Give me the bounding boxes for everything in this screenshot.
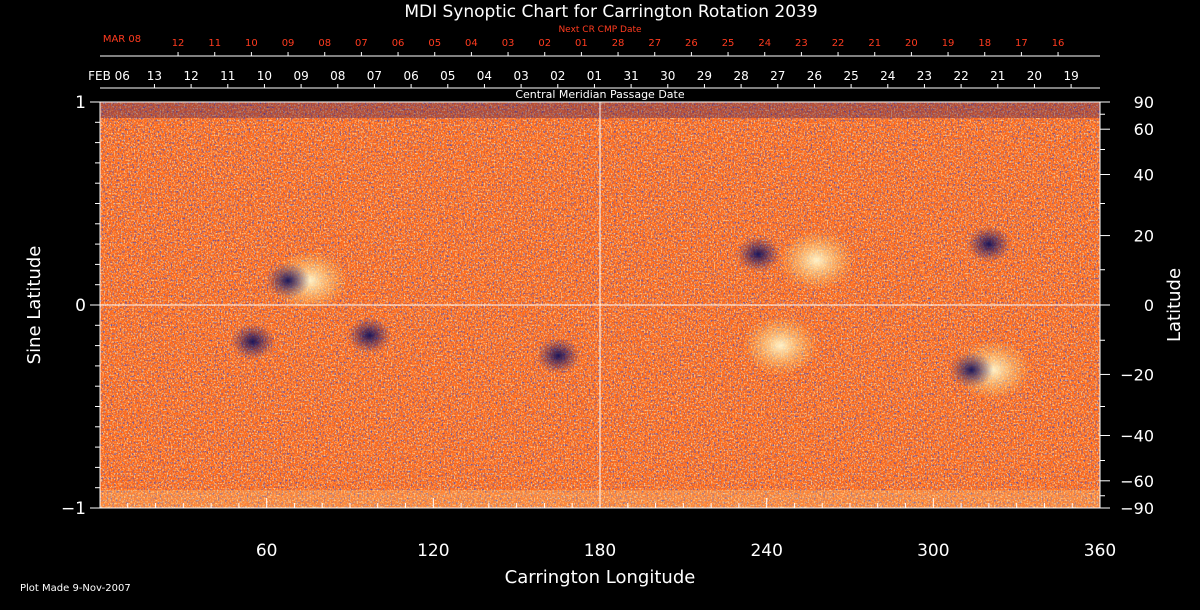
active-region-negative bbox=[266, 262, 310, 299]
cmp-date-label: 31 bbox=[623, 69, 638, 83]
next-cmp-axis: Next CR CMP Date MAR 08 12 11 10 09 08 07 06 05… bbox=[100, 25, 1100, 57]
next-cmp-date-label: 26 bbox=[685, 38, 698, 49]
next-cmp-date-label: 22 bbox=[832, 38, 845, 49]
next-cmp-date-label: 18 bbox=[978, 38, 991, 49]
y-right-tick-label: −40 bbox=[1120, 426, 1154, 445]
next-cmp-date-label: 05 bbox=[428, 38, 441, 49]
y-left-tick-label: −1 bbox=[61, 499, 86, 519]
cmp-date-label: 04 bbox=[477, 69, 492, 83]
cmp-caption: Central Meridian Passage Date bbox=[515, 88, 684, 101]
y-left-tick-label: 0 bbox=[75, 296, 86, 316]
y-right-tick-label: −60 bbox=[1120, 472, 1154, 491]
next-cmp-start-label: MAR 08 bbox=[103, 34, 141, 45]
next-cmp-date-label: 21 bbox=[868, 38, 881, 49]
cmp-date-label: 24 bbox=[880, 69, 895, 83]
next-cmp-date-label: 04 bbox=[465, 38, 478, 49]
next-cmp-date-label: 19 bbox=[942, 38, 955, 49]
y-right-tick-label: −90 bbox=[1120, 499, 1154, 518]
next-cmp-date-label: 01 bbox=[575, 38, 588, 49]
active-region-negative bbox=[536, 337, 581, 374]
next-cmp-date-label: 03 bbox=[502, 38, 515, 49]
y-right-tick-label: 60 bbox=[1134, 120, 1154, 139]
chart-title: MDI Synoptic Chart for Carrington Rotati… bbox=[404, 2, 817, 22]
cmp-date-label: 05 bbox=[440, 69, 455, 83]
x-tick-label: 120 bbox=[417, 541, 449, 561]
active-region-positive bbox=[778, 230, 855, 291]
y-axis-left: 1 0 −1 bbox=[61, 93, 100, 519]
cmp-date-label: 07 bbox=[367, 69, 382, 83]
y-left-tick-label: 1 bbox=[75, 93, 86, 113]
cmp-date-label: 12 bbox=[183, 69, 198, 83]
next-cmp-date-label: 17 bbox=[1015, 38, 1028, 49]
y-right-tick-label: −20 bbox=[1120, 365, 1154, 384]
next-cmp-date-label: 24 bbox=[758, 38, 771, 49]
cmp-date-label: 29 bbox=[697, 69, 712, 83]
cmp-date-label: 08 bbox=[330, 69, 345, 83]
cmp-axis: FEB 06 13 12 11 10 09 08 07 06 05 04 03 02 01 31 30 29 2… bbox=[88, 69, 1100, 101]
active-region-negative bbox=[347, 317, 392, 354]
y-right-tick-label: 0 bbox=[1144, 296, 1154, 315]
cmp-date-label: 19 bbox=[1063, 69, 1078, 83]
next-cmp-date-label: 16 bbox=[1052, 38, 1065, 49]
next-cmp-date-label: 07 bbox=[355, 38, 368, 49]
next-cmp-date-label: 09 bbox=[282, 38, 295, 49]
cmp-date-label: 01 bbox=[587, 69, 602, 83]
x-tick-label: 300 bbox=[917, 541, 949, 561]
y-right-tick-label: 40 bbox=[1134, 166, 1154, 185]
next-cmp-date-label: 12 bbox=[172, 38, 185, 49]
active-region-negative bbox=[949, 351, 994, 388]
active-region-negative bbox=[736, 236, 781, 273]
next-cmp-date-label: 20 bbox=[905, 38, 918, 49]
cmp-start-label: FEB 06 bbox=[88, 69, 130, 83]
cmp-date-label: 02 bbox=[550, 69, 565, 83]
cmp-date-label: 27 bbox=[770, 69, 785, 83]
cmp-date-label: 25 bbox=[843, 69, 858, 83]
cmp-date-label: 13 bbox=[147, 69, 162, 83]
cmp-date-label: 20 bbox=[1027, 69, 1042, 83]
plot-made-footer: Plot Made 9-Nov-2007 bbox=[20, 583, 131, 594]
cmp-date-label: 06 bbox=[403, 69, 418, 83]
cmp-date-label: 23 bbox=[917, 69, 932, 83]
active-region-positive bbox=[742, 315, 819, 376]
next-cmp-date-label: 08 bbox=[318, 38, 331, 49]
active-region-negative bbox=[230, 323, 275, 360]
next-cmp-date-label: 27 bbox=[648, 38, 661, 49]
next-cmp-date-label: 02 bbox=[538, 38, 551, 49]
y-axis-left-label: Sine Latitude bbox=[24, 246, 45, 365]
next-cmp-date-label: 10 bbox=[245, 38, 258, 49]
x-axis-label: Carrington Longitude bbox=[505, 567, 696, 588]
y-axis-right: 90 60 40 20 0 −20 −40 −60 −90 bbox=[1100, 93, 1154, 518]
x-tick-label: 360 bbox=[1084, 541, 1116, 561]
x-axis: 60 120 180 240 300 360 bbox=[127, 498, 1116, 561]
cmp-date-label: 10 bbox=[257, 69, 272, 83]
x-tick-label: 60 bbox=[256, 541, 278, 561]
cmp-date-label: 21 bbox=[990, 69, 1005, 83]
x-tick-label: 240 bbox=[750, 541, 782, 561]
cmp-date-label: 11 bbox=[220, 69, 235, 83]
y-axis-right-label: Latitude bbox=[1164, 268, 1185, 342]
cmp-date-label: 03 bbox=[513, 69, 528, 83]
x-tick-label: 180 bbox=[584, 541, 616, 561]
y-right-tick-label: 90 bbox=[1134, 93, 1154, 112]
cmp-date-label: 26 bbox=[807, 69, 822, 83]
cmp-date-label: 09 bbox=[293, 69, 308, 83]
next-cmp-date-label: 06 bbox=[392, 38, 405, 49]
next-cmp-caption: Next CR CMP Date bbox=[558, 25, 642, 35]
cmp-date-label: 30 bbox=[660, 69, 675, 83]
next-cmp-date-label: 23 bbox=[795, 38, 808, 49]
y-right-tick-label: 20 bbox=[1134, 227, 1154, 246]
next-cmp-date-label: 25 bbox=[722, 38, 735, 49]
next-cmp-date-label: 28 bbox=[612, 38, 625, 49]
next-cmp-date-label: 11 bbox=[208, 38, 221, 49]
cmp-date-label: 22 bbox=[953, 69, 968, 83]
cmp-date-label: 28 bbox=[733, 69, 748, 83]
active-region-negative bbox=[966, 226, 1011, 263]
